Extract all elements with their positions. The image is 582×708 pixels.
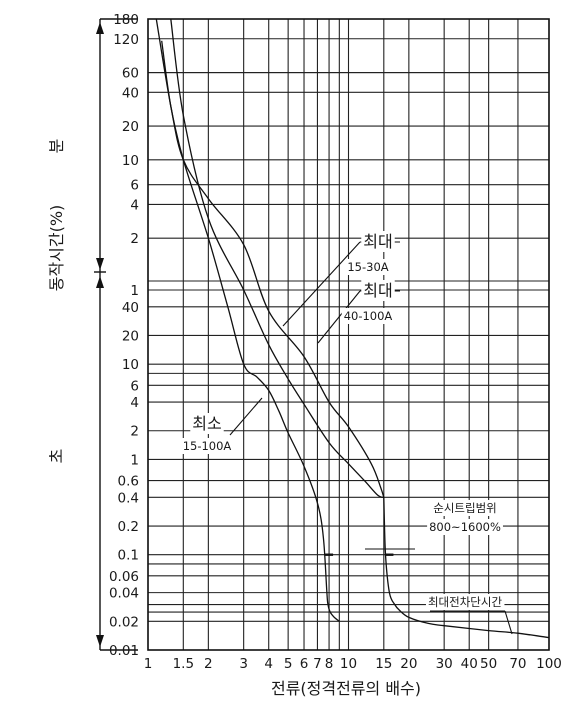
x-tick-label: 7 xyxy=(313,656,322,672)
annotation-title: 최대전차단시간 xyxy=(428,595,502,609)
y-tick-label: 20 xyxy=(122,119,139,135)
y-tick-label: 0.02 xyxy=(109,614,139,630)
arrow-up-icon xyxy=(96,22,104,34)
y-tick-label: 10 xyxy=(122,153,139,169)
y-tick-label: 0.06 xyxy=(109,569,139,585)
y-tick-label: 40 xyxy=(122,85,139,101)
y-tick-label: 40 xyxy=(122,300,139,316)
annotation-title: 최소 xyxy=(192,414,221,433)
y-tick-label: 10 xyxy=(122,357,139,373)
y-tick-label: 180 xyxy=(113,12,139,28)
x-tick-label: 1.5 xyxy=(173,656,194,672)
x-tick-label: 1 xyxy=(144,656,153,672)
x-tick-label: 10 xyxy=(340,656,357,672)
x-tick-label: 3 xyxy=(239,656,248,672)
annotation-title: 순시트립범위 xyxy=(433,501,496,515)
x-tick-label: 15 xyxy=(375,656,392,672)
annotation-title: 최대 xyxy=(363,232,392,251)
y-tick-label: 2 xyxy=(130,231,139,247)
x-tick-label: 8 xyxy=(325,656,334,672)
leader-line xyxy=(505,611,512,634)
arrow-down-icon xyxy=(96,258,104,270)
y-tick-label: 120 xyxy=(113,32,139,48)
y-axis-title: 동작시간(%) xyxy=(47,205,66,292)
x-tick-label: 5 xyxy=(284,656,293,672)
annotation-subtitle: 800~1600% xyxy=(429,520,501,534)
y-tick-label: 6 xyxy=(130,178,139,194)
y-tick-label: 60 xyxy=(122,66,139,82)
y-tick-label: 2 xyxy=(130,424,139,440)
y-tick-label: 4 xyxy=(130,197,139,213)
minutes-unit-label: 분 xyxy=(47,139,66,154)
x-tick-label: 50 xyxy=(480,656,497,672)
y-tick-label: 1 xyxy=(130,283,139,299)
y-tick-label: 20 xyxy=(122,328,139,344)
x-tick-label: 30 xyxy=(436,656,453,672)
arrow-down-icon xyxy=(96,635,104,647)
y-tick-label: 6 xyxy=(130,378,139,394)
arrow-up-icon xyxy=(96,276,104,288)
leader-line xyxy=(230,398,262,435)
x-tick-label: 70 xyxy=(509,656,526,672)
tick-labels: 1 1.5 2 3 4 5 6 7 8 10 15 20 30 40 50 70 1000.010.020.04… xyxy=(109,12,562,672)
x-tick-label: 20 xyxy=(400,656,417,672)
annotation-subtitle: 40-100A xyxy=(344,309,393,323)
annotation-subtitle: 15-30A xyxy=(347,260,388,274)
y-tick-label: 4 xyxy=(130,395,139,411)
x-tick-label: 6 xyxy=(300,656,309,672)
grid-lines xyxy=(148,19,549,650)
seconds-unit-label: 초 xyxy=(47,449,66,464)
annotation-subtitle: 15-100A xyxy=(183,439,232,453)
annotation-title: 최대 xyxy=(363,281,392,300)
x-tick-label: 100 xyxy=(536,656,562,672)
y-tick-label: 0.2 xyxy=(118,519,139,535)
plot-frame xyxy=(94,19,549,650)
x-tick-label: 2 xyxy=(204,656,213,672)
y-tick-label: 0.04 xyxy=(109,586,139,602)
y-tick-label: 1 xyxy=(130,452,139,468)
series-line-1 xyxy=(162,41,340,622)
y-tick-label: 0.6 xyxy=(118,474,139,490)
annotations: 최대 15-30A 최대 40-100A 최소 15-100A 순시트립범위 800~1600… xyxy=(181,231,505,610)
y-tick-label: 0.1 xyxy=(118,548,139,564)
y-tick-label: 0.01 xyxy=(109,643,139,659)
x-axis-title: 전류(정격전류의 배수) xyxy=(271,679,421,698)
x-tick-label: 40 xyxy=(461,656,478,672)
x-tick-label: 4 xyxy=(264,656,273,672)
y-tick-label: 0.4 xyxy=(118,490,139,506)
series-curves xyxy=(156,19,549,638)
